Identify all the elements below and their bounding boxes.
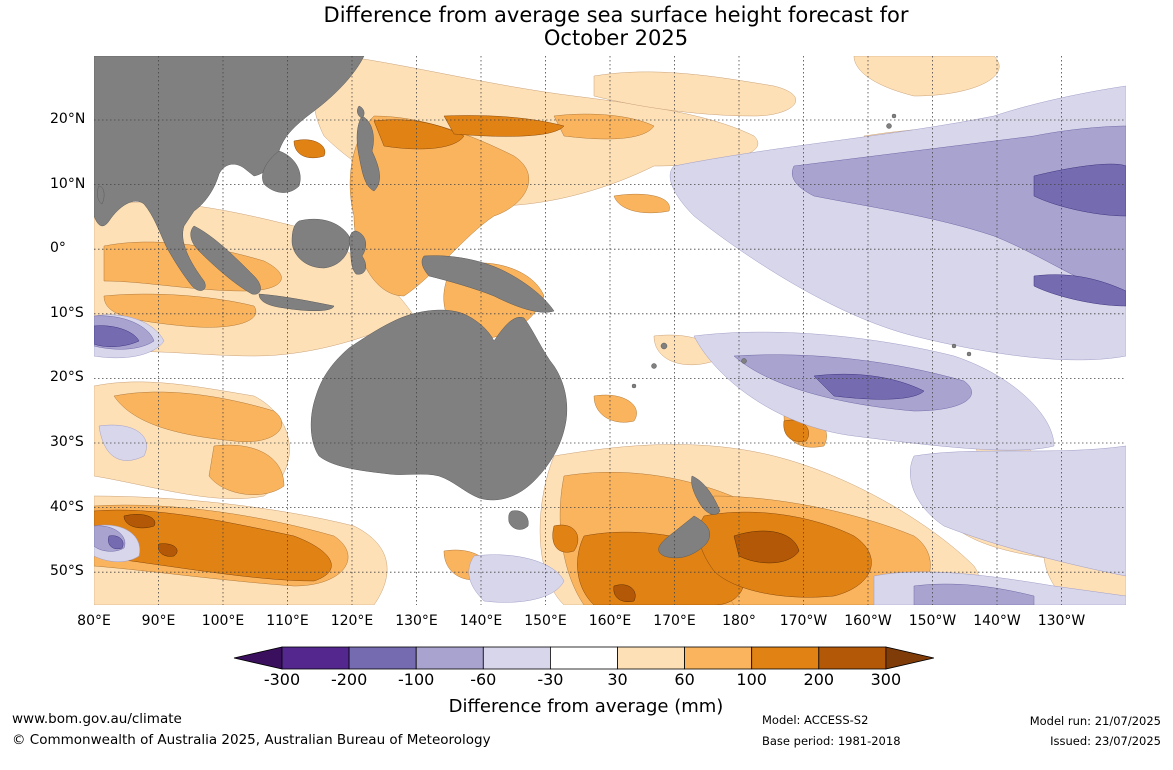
colorbar-segment — [818, 646, 887, 670]
latitude-label: 50°S — [50, 563, 84, 580]
sea-surface-height-map — [94, 56, 1126, 605]
japan-taiwan — [357, 105, 365, 119]
colorbar-tick-label: -30 — [537, 670, 564, 689]
colorbar-tick-label: 60 — [674, 670, 695, 689]
colorbar-tick-label: 300 — [870, 670, 902, 689]
latitude-label: 10°N — [50, 175, 86, 192]
anomaly-200-300-regions — [123, 514, 800, 602]
colorbar-segment — [751, 646, 820, 670]
footer-website[interactable]: www.bom.gov.au/climate — [12, 711, 182, 727]
java — [258, 293, 335, 311]
colorbar-title: Difference from average (mm) — [448, 696, 724, 717]
footer-issued: Issued: 23/07/2025 — [1050, 734, 1161, 748]
graticule — [94, 56, 1126, 605]
philippines — [356, 115, 380, 192]
colorbar-arrow-low — [233, 646, 283, 670]
latitude-label: 0° — [50, 240, 66, 257]
colorbar-segment — [281, 646, 350, 670]
colorbar-tick-label: 30 — [607, 670, 628, 689]
latitude-label: 10°S — [50, 304, 84, 321]
new-zealand-south — [658, 515, 710, 559]
sulawesi — [348, 230, 367, 275]
latitude-label: 20°N — [50, 111, 86, 127]
longitude-label: 140°E — [459, 613, 503, 629]
longitude-label: 100°E — [201, 613, 245, 629]
longitude-label: 170°W — [779, 613, 828, 629]
pacific-island — [651, 363, 657, 369]
pacific-island — [631, 383, 637, 389]
colorbar-arrow-high — [885, 646, 934, 670]
colorbar-segment — [684, 646, 753, 670]
longitude-label: 160°E — [588, 613, 632, 629]
colorbar-tick-label: -300 — [263, 670, 301, 689]
colorbar-segment — [482, 646, 551, 670]
latitude-label: 40°S — [50, 498, 84, 515]
footer-base-period: Base period: 1981-2018 — [762, 734, 901, 748]
longitude-label: 150°E — [524, 613, 567, 629]
colorbar — [233, 646, 934, 670]
longitude-label: 150°W — [908, 613, 957, 629]
longitude-label: 110°E — [266, 613, 309, 629]
indochina — [262, 150, 301, 193]
colorbar-segment — [415, 646, 484, 670]
latitude-label: 30°S — [50, 434, 84, 450]
map-title-line1: Difference from average sea surface heig… — [323, 3, 909, 27]
land-masses — [94, 56, 972, 559]
tasmania — [508, 510, 529, 530]
asia-mainland — [94, 56, 365, 291]
colorbar-segment — [348, 646, 417, 670]
longitude-label: 120°E — [330, 613, 374, 629]
map-title-line2: October 2025 — [543, 26, 689, 50]
borneo — [291, 218, 350, 269]
longitude-label: 130°E — [395, 613, 438, 629]
pacific-island — [660, 342, 668, 350]
sumatra — [190, 225, 261, 295]
new-zealand-north — [691, 475, 721, 515]
footer-model-run: Model run: 21/07/2025 — [1029, 714, 1161, 728]
new-guinea — [421, 255, 555, 313]
longitude-label: 170°E — [653, 613, 696, 629]
latitude-label: 20°S — [50, 369, 84, 386]
colorbar-tick-label: -60 — [470, 670, 497, 689]
pacific-island — [951, 343, 957, 349]
longitude-label: 160°W — [844, 613, 892, 629]
longitude-label: 180° — [722, 613, 756, 629]
colorbar-tick-label: 200 — [803, 670, 835, 689]
footer-model: Model: ACCESS-S2 — [762, 713, 869, 727]
longitude-label: 80°E — [77, 613, 111, 629]
colorbar-segment — [617, 646, 685, 670]
longitude-label: 90°E — [141, 613, 176, 629]
pacific-island — [741, 358, 747, 364]
pacific-island — [886, 123, 892, 129]
colorbar-segment — [549, 646, 618, 670]
pacific-island — [966, 351, 972, 357]
footer-copyright: © Commonwealth of Australia 2025, Austra… — [12, 732, 491, 748]
pacific-island — [891, 113, 897, 119]
longitude-label: 140°W — [973, 613, 1021, 629]
colorbar-tick-label: 100 — [736, 670, 767, 689]
anomaly-neg100-neg200-regions — [94, 163, 1126, 550]
australia — [310, 309, 568, 501]
colorbar-tick-label: -100 — [398, 670, 435, 689]
colorbar-tick-label: -200 — [330, 670, 368, 689]
map-title: Difference from average sea surface heig… — [216, 4, 1016, 50]
sri-lanka — [97, 185, 105, 205]
longitude-label: 130°W — [1037, 613, 1086, 629]
